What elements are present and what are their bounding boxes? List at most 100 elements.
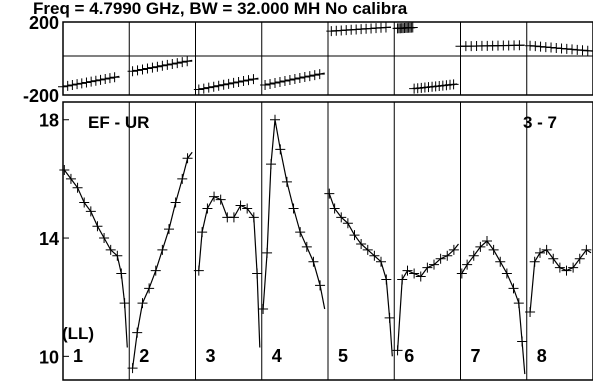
phase-data-marker <box>243 75 254 86</box>
phase-data-marker <box>67 80 78 91</box>
amplitude-data-marker <box>258 304 269 315</box>
phase-data-marker <box>137 64 148 75</box>
amplitude-data-marker <box>561 265 572 276</box>
amplitude-data-marker <box>402 265 413 276</box>
amplitude-data-marker <box>409 268 420 279</box>
amplitude-data-marker <box>85 206 96 217</box>
amplitude-series-line <box>397 243 459 351</box>
amplitude-data-marker <box>529 256 540 267</box>
phase-data-marker <box>208 81 219 92</box>
amplitude-data-marker <box>99 233 110 244</box>
phase-data-marker <box>167 58 178 69</box>
phase-data-marker <box>213 80 224 91</box>
amplitude-data-marker <box>127 363 138 374</box>
amplitude-data-marker <box>435 253 446 264</box>
phase-data-marker <box>147 62 158 73</box>
amplitude-data-marker <box>275 144 286 155</box>
phase-data-marker <box>157 60 168 71</box>
amplitude-data-marker <box>242 203 253 214</box>
amplitude-data-marker <box>501 268 512 279</box>
amplitude-data-marker <box>384 312 395 323</box>
amplitude-data-marker <box>177 173 188 184</box>
phase-data-marker <box>127 66 138 77</box>
baseline-range-label: 3 - 7 <box>523 113 557 132</box>
baseline-label: EF - UR <box>88 113 149 132</box>
amplitude-data-marker <box>495 256 506 267</box>
amplitude-data-marker <box>456 268 467 279</box>
amplitude-data-marker <box>415 271 426 282</box>
amplitude-data-marker <box>132 327 143 338</box>
amplitude-data-marker <box>65 173 76 184</box>
antenna-label-7: 7 <box>471 346 481 366</box>
phase-data-marker <box>109 72 120 83</box>
phase-data-marker <box>95 74 106 85</box>
amplitude-data-marker <box>369 250 380 261</box>
phase-data-marker <box>81 77 92 88</box>
amplitude-data-marker <box>362 244 373 255</box>
phase-data-marker <box>198 83 209 94</box>
amplitude-data-marker <box>157 244 168 255</box>
amplitude-series-line <box>198 195 261 348</box>
phase-data-marker <box>514 40 525 51</box>
phase-data-marker <box>299 72 310 83</box>
amplitude-series-line <box>262 119 326 310</box>
amplitude-data-marker <box>59 165 70 176</box>
amplitude-y-ticks: 10 14 18 <box>39 111 69 367</box>
phase-data-marker <box>233 76 244 87</box>
amplitude-data-marker <box>517 336 528 347</box>
phase-data-marker <box>223 78 234 89</box>
polarization-label: (LL) <box>62 324 94 343</box>
amplitude-data-marker <box>462 259 473 270</box>
amplitude-data-marker <box>342 218 353 229</box>
amplitude-data-marker <box>202 203 213 214</box>
phase-data-marker <box>284 75 295 86</box>
amplitude-data-marker <box>144 283 155 294</box>
phase-data-marker <box>177 57 188 68</box>
phase-data-marker <box>90 75 101 86</box>
amplitude-data-marker <box>482 236 492 246</box>
amplitude-data-marker <box>381 274 392 285</box>
amplitude-data-marker <box>105 244 116 255</box>
amplitude-data-marker <box>79 197 90 208</box>
phase-data-marker <box>294 73 305 84</box>
amplitude-data-marker <box>281 176 292 187</box>
antenna-label-4: 4 <box>272 346 282 366</box>
amplitude-data-marker <box>137 298 148 309</box>
amplitude-data-marker <box>150 265 161 276</box>
phase-data-marker <box>58 81 68 92</box>
amplitude-data-marker <box>324 188 335 199</box>
phase-data-marker <box>270 77 280 88</box>
amplitude-data-marker <box>349 230 360 241</box>
amplitude-data-marker <box>525 306 536 317</box>
phase-panel: -200 200 <box>23 13 593 106</box>
amplitude-data-marker <box>315 280 326 291</box>
phase-data-marker <box>203 82 214 93</box>
amplitude-data-marker <box>308 256 319 267</box>
amplitude-data-marker <box>442 250 453 261</box>
amplitude-y-tick-label: 10 <box>39 347 59 367</box>
antenna-label-3: 3 <box>206 346 216 366</box>
amplitude-data-marker <box>574 253 585 264</box>
phase-data-marker <box>314 69 325 80</box>
phase-data-marker <box>265 78 276 89</box>
amplitude-data-marker <box>295 227 306 238</box>
phase-data-marker <box>582 45 593 56</box>
amplitude-data-marker <box>508 283 519 294</box>
phase-data-marker <box>309 70 320 81</box>
amplitude-series-line <box>132 151 193 369</box>
amplitude-data-marker <box>422 262 433 273</box>
amplitude-data-marker <box>535 247 545 258</box>
amplitude-data-marker <box>541 244 552 255</box>
antenna-label-8: 8 <box>537 346 547 366</box>
phase-marks <box>58 22 593 95</box>
amplitude-data-marker <box>92 221 103 232</box>
amplitude-data-marker <box>392 345 403 356</box>
phase-y-tick-label: -200 <box>23 86 59 106</box>
phase-data-marker <box>448 79 459 90</box>
amplitude-data-marker <box>376 256 386 267</box>
amplitude-data-marker <box>228 212 239 223</box>
amplitude-marks <box>59 102 592 380</box>
phase-data-marker <box>182 56 193 67</box>
amplitude-data-marker <box>336 212 347 223</box>
